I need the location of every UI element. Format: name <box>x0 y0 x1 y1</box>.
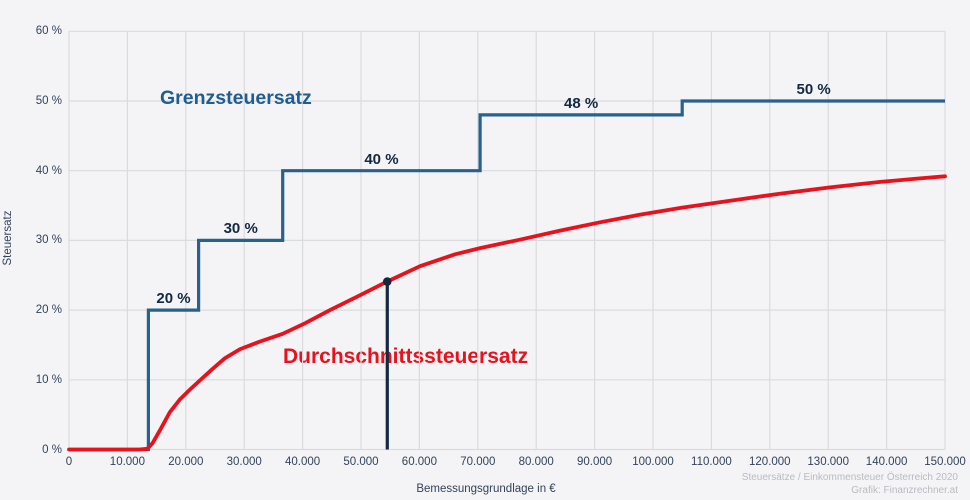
average-rate-curve <box>67 174 947 452</box>
marginal-rate-step-line <box>69 99 945 452</box>
marker-dot <box>382 277 392 286</box>
